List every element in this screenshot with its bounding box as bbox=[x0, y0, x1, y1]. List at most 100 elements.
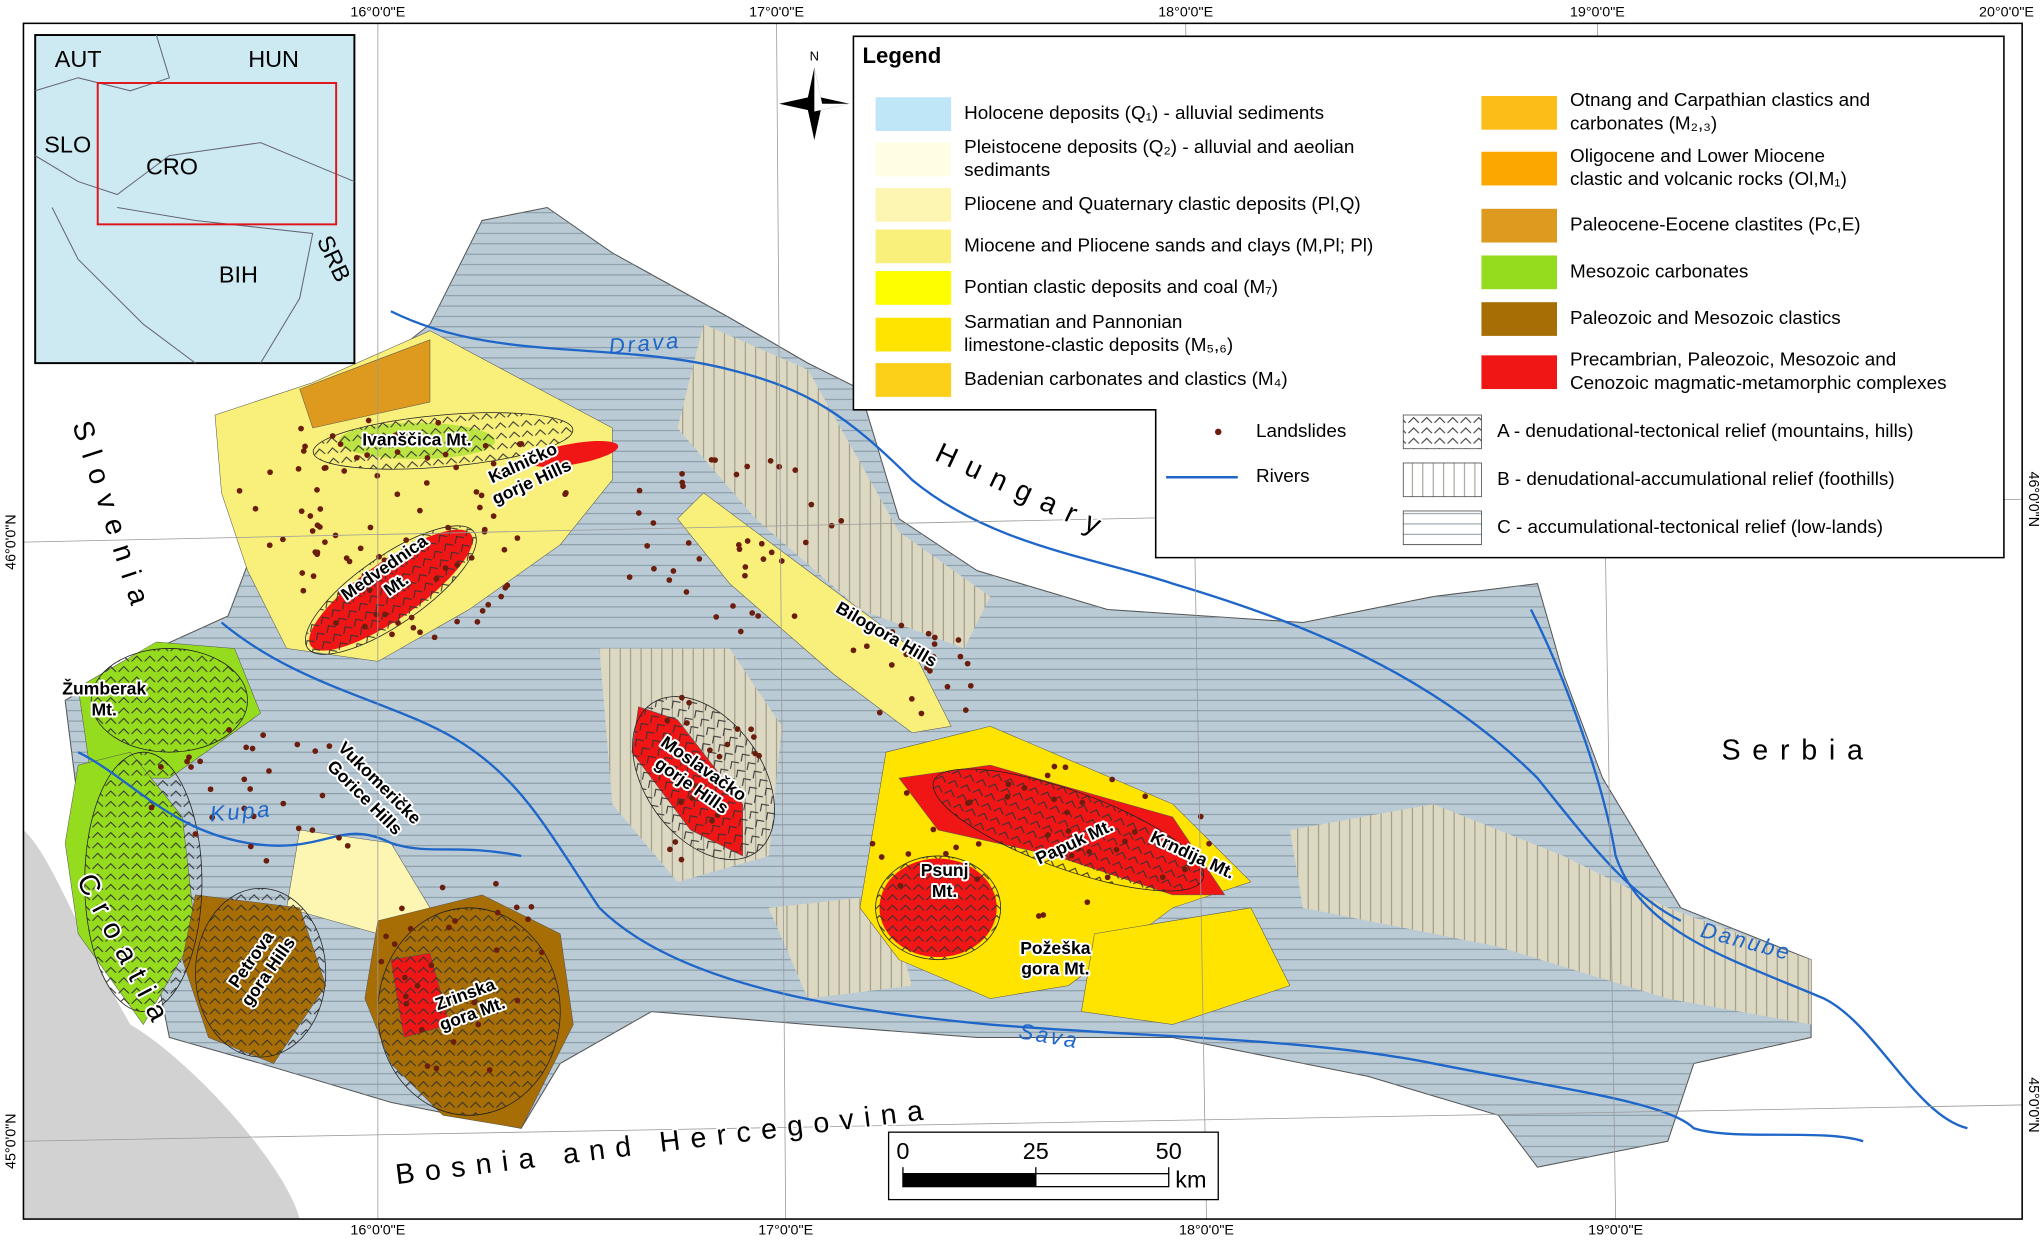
landslide bbox=[1113, 846, 1120, 853]
landslide bbox=[931, 641, 938, 647]
north-label: N bbox=[810, 49, 819, 64]
graticule-label: 19°0'0"E bbox=[1588, 1223, 1643, 1239]
landslide bbox=[424, 1063, 431, 1069]
landslide bbox=[752, 750, 758, 757]
landslide bbox=[148, 804, 155, 811]
landslide bbox=[1131, 829, 1138, 835]
landslide bbox=[423, 480, 430, 486]
landslide bbox=[1206, 840, 1212, 847]
landslide bbox=[399, 905, 405, 912]
landslide bbox=[636, 487, 643, 494]
landslide bbox=[792, 467, 799, 473]
landslide bbox=[209, 814, 216, 821]
landslide bbox=[374, 472, 381, 479]
landslide bbox=[317, 524, 323, 530]
landslide bbox=[442, 565, 449, 571]
parallel bbox=[23, 1104, 2023, 1142]
graticule-label: 16°0'0"E bbox=[350, 1223, 405, 1239]
geologic-unit bbox=[677, 492, 952, 734]
landslide bbox=[478, 492, 485, 499]
landslide bbox=[758, 540, 765, 547]
landslide bbox=[367, 524, 374, 531]
landslide bbox=[1079, 799, 1086, 806]
landslide bbox=[486, 1067, 493, 1073]
landslide bbox=[965, 800, 971, 807]
legend-swatch bbox=[1481, 355, 1558, 390]
landslide bbox=[392, 432, 399, 439]
inset-frame bbox=[34, 34, 356, 365]
landslide bbox=[925, 630, 932, 637]
legend-frame bbox=[852, 35, 2005, 559]
landslide bbox=[724, 775, 731, 782]
landslide bbox=[383, 933, 389, 940]
landslide bbox=[424, 454, 431, 461]
landslide bbox=[876, 709, 883, 716]
map-body bbox=[23, 206, 1968, 1220]
landslide bbox=[454, 561, 461, 568]
landslide bbox=[446, 924, 452, 931]
landslide bbox=[474, 618, 481, 625]
landslide bbox=[361, 572, 368, 578]
legend-label: Pontian clastic deposits and coal (M₇) bbox=[964, 276, 1278, 297]
graticule-label: 45°0'0"N bbox=[3, 1114, 19, 1169]
landform-label: Požeška bbox=[1020, 938, 1091, 958]
landslide bbox=[713, 614, 720, 620]
landslide bbox=[525, 916, 531, 923]
landslide bbox=[322, 539, 328, 545]
landslide bbox=[299, 570, 306, 576]
legend-swatch bbox=[1481, 302, 1558, 336]
landslide bbox=[428, 962, 435, 969]
landslide bbox=[518, 440, 525, 447]
landslide bbox=[889, 629, 896, 635]
country-label: Serbia bbox=[1721, 735, 1874, 767]
landslide bbox=[957, 653, 964, 660]
hillshade bbox=[23, 830, 300, 1220]
landslide bbox=[192, 831, 199, 837]
landslide bbox=[908, 696, 915, 702]
landslide bbox=[1075, 845, 1082, 852]
landslide bbox=[1109, 776, 1116, 783]
legend-label: Paleocene-Eocene clastites (Pc,E) bbox=[1570, 214, 1861, 235]
landslide bbox=[391, 556, 397, 562]
landslide bbox=[197, 758, 204, 765]
mountain-zone bbox=[195, 887, 327, 1058]
landslide bbox=[678, 799, 685, 806]
landslide bbox=[1040, 912, 1047, 918]
landslide bbox=[344, 842, 351, 849]
river bbox=[77, 751, 522, 858]
landslide bbox=[967, 682, 974, 689]
inset-map bbox=[34, 34, 356, 365]
landslide bbox=[260, 732, 267, 739]
landform-label: gora Mt. bbox=[1021, 959, 1089, 979]
landslide bbox=[744, 463, 751, 470]
landslide bbox=[768, 549, 775, 556]
landslide bbox=[336, 834, 342, 841]
landslide bbox=[679, 470, 685, 477]
landslide bbox=[689, 795, 695, 801]
graticule-label: 46°0'0"N bbox=[3, 514, 19, 569]
landslide bbox=[903, 651, 910, 658]
landslide bbox=[310, 573, 317, 580]
foothill-hatch bbox=[1289, 804, 1812, 1025]
landslide bbox=[295, 825, 302, 832]
landslide bbox=[494, 909, 501, 916]
landslide bbox=[1122, 838, 1128, 845]
landslide bbox=[450, 1039, 457, 1045]
landslide bbox=[1005, 781, 1012, 788]
landslide bbox=[1051, 796, 1057, 803]
meridian bbox=[776, 23, 787, 1220]
landslide bbox=[975, 841, 982, 847]
legend-label: Miocene and Pliocene sands and clays (M,… bbox=[964, 234, 1373, 255]
legend-label: sedimants bbox=[964, 159, 1050, 180]
inset-extent bbox=[96, 82, 338, 226]
legend-label: Paleozoic and Mesozoic clastics bbox=[1570, 307, 1841, 328]
landslide bbox=[532, 457, 539, 463]
landslide bbox=[207, 786, 214, 793]
landslide bbox=[381, 557, 388, 564]
landslide bbox=[1104, 874, 1111, 881]
landslide bbox=[302, 443, 308, 450]
landslide bbox=[241, 776, 248, 783]
landslide bbox=[475, 1021, 482, 1028]
graticule-label: 45°0'0"N bbox=[2025, 1077, 2041, 1132]
